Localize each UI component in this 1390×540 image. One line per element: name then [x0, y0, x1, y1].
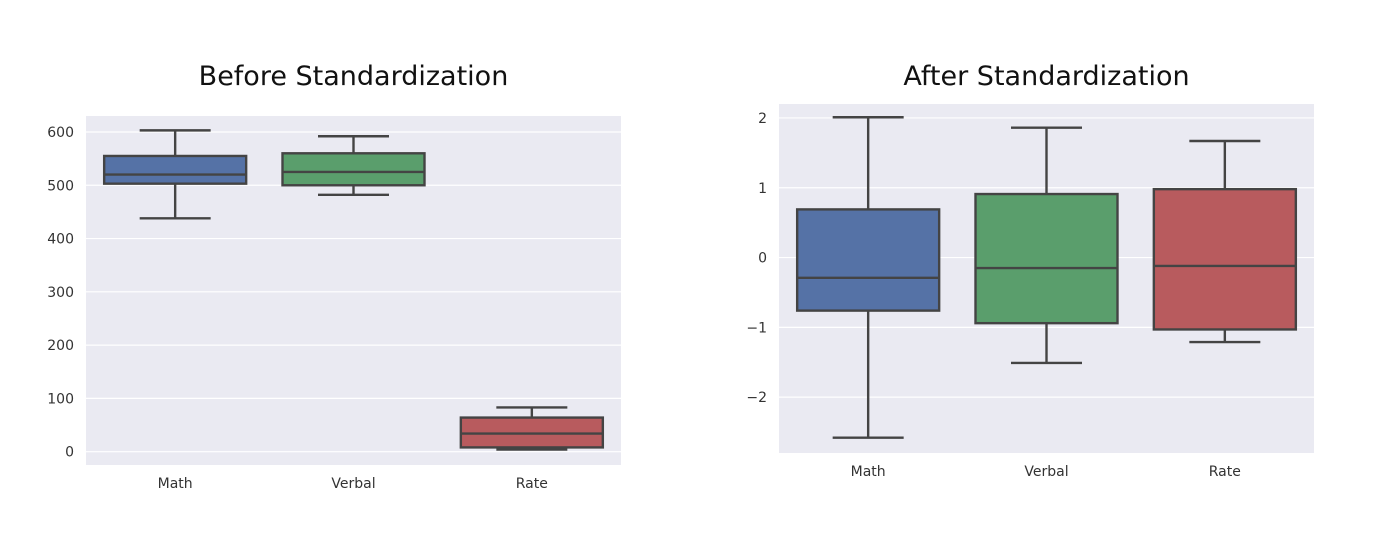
- x-tick-label-math: Math: [851, 464, 886, 480]
- y-tick-label: 600: [47, 125, 74, 141]
- y-tick-label: 400: [47, 232, 74, 248]
- box-rate: [1152, 139, 1298, 344]
- box-body-math: [102, 154, 248, 185]
- y-tick-label: 300: [47, 285, 74, 301]
- box-body-verbal: [281, 152, 426, 187]
- box-rate: [459, 406, 605, 451]
- y-tick-label: 100: [47, 391, 74, 407]
- x-tick-label-rate: Rate: [516, 476, 548, 492]
- box-verbal: [974, 126, 1119, 365]
- chart-after-standardization: −2 −1 0 1 2 Math Verbal Rate After Standardizati…: [746, 61, 1314, 480]
- box-body-verbal: [974, 192, 1119, 325]
- y-tick-label: 200: [47, 338, 74, 354]
- y-tick-label: 0: [65, 445, 74, 461]
- y-tick-label: 500: [47, 178, 74, 194]
- chart-before-standardization: 0 100 200 300 400 500 600 Math Verbal Rate Before …: [47, 61, 621, 492]
- x-tick-label-rate: Rate: [1209, 464, 1241, 480]
- chart-title: After Standardization: [903, 61, 1189, 92]
- x-tick-label-verbal: Verbal: [331, 476, 375, 492]
- x-tick-label-math: Math: [158, 476, 193, 492]
- box-verbal: [281, 135, 426, 197]
- y-tick-label: −1: [746, 320, 767, 336]
- box-body-rate: [1152, 187, 1298, 331]
- x-tick-label-verbal: Verbal: [1024, 464, 1068, 480]
- box-math: [102, 129, 248, 220]
- box-math: [795, 116, 941, 439]
- y-tick-label: −2: [746, 390, 767, 406]
- y-tick-label: 0: [758, 251, 767, 267]
- box-body-math: [795, 208, 941, 312]
- chart-title: Before Standardization: [199, 61, 509, 92]
- y-tick-label: 1: [758, 181, 767, 197]
- y-tick-label: 2: [758, 111, 767, 127]
